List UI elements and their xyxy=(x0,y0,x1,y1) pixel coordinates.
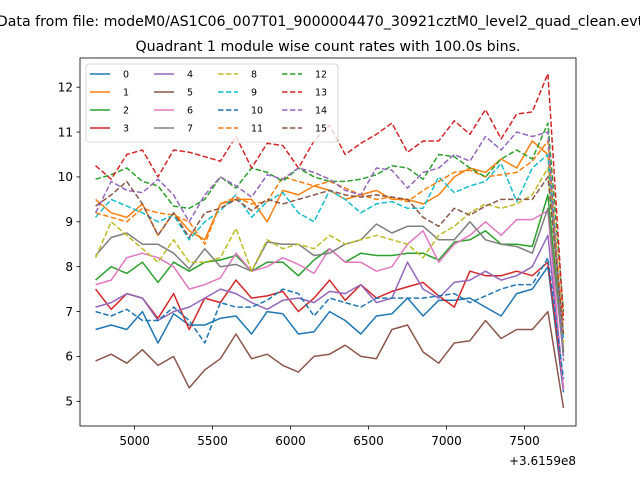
legend-label-6: 6 xyxy=(187,106,193,117)
series-line-11 xyxy=(95,140,565,335)
x-tick-label: 6000 xyxy=(275,434,306,448)
legend-box xyxy=(85,63,339,143)
series-line-3 xyxy=(95,261,565,388)
legend-label-14: 14 xyxy=(315,106,327,117)
legend-label-10: 10 xyxy=(251,106,263,117)
y-tick-label: 11 xyxy=(58,125,73,139)
legend-label-15: 15 xyxy=(315,124,327,135)
legend-label-5: 5 xyxy=(187,88,193,99)
series-line-12 xyxy=(95,122,565,312)
y-tick-label: 12 xyxy=(58,80,73,94)
y-tick-label: 10 xyxy=(58,170,73,184)
legend-label-4: 4 xyxy=(187,70,193,81)
plot-frame xyxy=(79,57,577,427)
series-line-4 xyxy=(95,234,565,388)
y-tick-label: 5 xyxy=(65,395,73,409)
x-tick-label: 7000 xyxy=(431,434,462,448)
x-offset-label: +3.6159e8 xyxy=(509,454,576,468)
y-tick-label: 9 xyxy=(65,215,73,229)
series-line-8 xyxy=(94,167,565,344)
x-tick-label: 7500 xyxy=(509,434,540,448)
x-tick-label: 5500 xyxy=(197,434,228,448)
legend-label-13: 13 xyxy=(315,88,327,99)
series-line-14 xyxy=(94,131,565,361)
legend-label-0: 0 xyxy=(123,70,129,81)
y-tick-label: 8 xyxy=(65,260,73,274)
y-tick-label: 7 xyxy=(65,305,73,319)
series-group xyxy=(94,72,565,409)
series-line-5 xyxy=(95,310,565,409)
x-tick-label: 5000 xyxy=(119,434,150,448)
series-line-15 xyxy=(95,176,565,335)
legend-label-12: 12 xyxy=(315,70,327,81)
legend-label-9: 9 xyxy=(251,88,257,99)
x-tick-label: 6500 xyxy=(353,434,384,448)
chart-title: Quadrant 1 module wise count rates with … xyxy=(135,39,520,55)
series-line-10 xyxy=(95,256,565,379)
legend-label-1: 1 xyxy=(123,88,129,99)
series-line-0 xyxy=(95,265,565,393)
legend-label-11: 11 xyxy=(251,124,263,135)
series-line-7 xyxy=(95,207,565,357)
legend-label-3: 3 xyxy=(123,124,129,135)
chart-suptitle: Data from file: modeM0/AS1C06_007T01_900… xyxy=(0,14,640,30)
legend-label-2: 2 xyxy=(123,106,129,117)
legend-label-7: 7 xyxy=(187,124,193,135)
legend-label-8: 8 xyxy=(251,70,257,81)
series-line-6 xyxy=(95,209,565,391)
y-tick-label: 6 xyxy=(65,350,73,364)
